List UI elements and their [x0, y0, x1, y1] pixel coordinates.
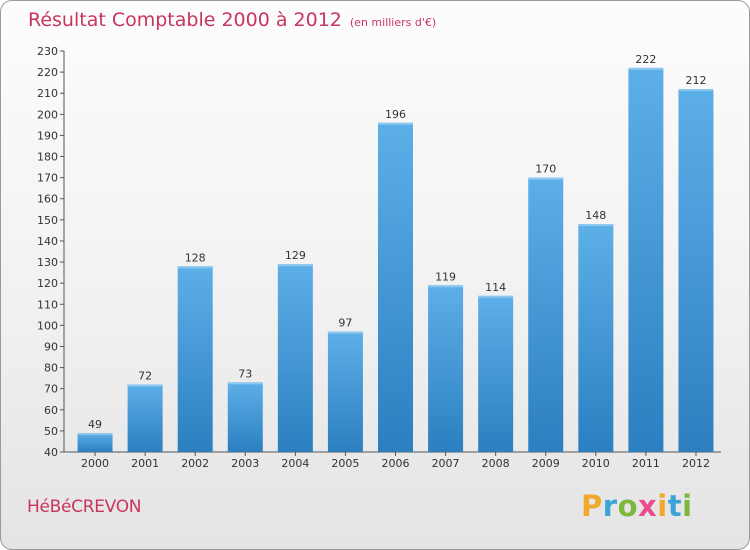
- x-tick-label-2012: 2012: [682, 457, 710, 470]
- data-label-2010: 148: [585, 209, 606, 222]
- y-tick-label: 150: [37, 214, 58, 227]
- title-subtitle: (en milliers d'€): [349, 16, 437, 29]
- y-tick-label: 210: [37, 87, 58, 100]
- bar-highlight-2001: [127, 384, 163, 387]
- data-label-2008: 114: [485, 281, 506, 294]
- bar-highlight-2003: [227, 382, 263, 385]
- data-label-2006: 196: [385, 108, 406, 121]
- y-tick-label: 70: [44, 383, 58, 396]
- bar-2005: [327, 331, 363, 452]
- x-tick-label-2004: 2004: [281, 457, 309, 470]
- logo-letter-x: x: [638, 489, 658, 523]
- y-tick-label: 40: [44, 446, 58, 459]
- y-tick-label: 140: [37, 235, 58, 248]
- data-label-2003: 73: [238, 367, 252, 380]
- y-tick-label: 170: [37, 172, 58, 185]
- bar-2004: [277, 264, 313, 452]
- bar-2011: [628, 67, 664, 452]
- y-tick-label: 160: [37, 193, 58, 206]
- logo-letter-i: i: [657, 489, 668, 523]
- bar-highlight-2006: [378, 122, 413, 125]
- bar-highlight-2005: [327, 331, 363, 334]
- bar-highlight-2002: [177, 266, 213, 269]
- y-tick-label: 60: [44, 404, 58, 417]
- bar-2003: [227, 382, 263, 452]
- y-tick-label: 230: [37, 45, 58, 58]
- logo-letter-r: r: [602, 489, 618, 523]
- bar-highlight-2007: [428, 285, 464, 288]
- y-tick-label: 120: [37, 277, 58, 290]
- data-label-2012: 212: [685, 74, 706, 87]
- bar-highlight-2012: [678, 88, 714, 91]
- bar-2008: [478, 295, 514, 452]
- x-tick-label-2006: 2006: [382, 457, 410, 470]
- bar-2009: [528, 177, 564, 452]
- bar-2010: [578, 224, 614, 452]
- bar-2000: [77, 433, 113, 452]
- y-tick-label: 50: [44, 425, 58, 438]
- x-tick-label-2003: 2003: [231, 457, 259, 470]
- bar-2007: [428, 285, 464, 452]
- data-label-2009: 170: [535, 163, 556, 176]
- commune-name: HéBéCREVON: [27, 497, 142, 517]
- y-tick-label: 130: [37, 256, 58, 269]
- bar-2006: [378, 122, 413, 452]
- data-labels: 49 72 128 73 129 97 196 119 114 170 148 222 212: [88, 53, 706, 431]
- data-label-2007: 119: [435, 270, 456, 283]
- data-label-2000: 49: [88, 418, 102, 431]
- logo-letter-t: t: [667, 489, 683, 523]
- data-label-2011: 222: [635, 53, 656, 66]
- bar-highlight-2008: [478, 295, 514, 298]
- data-label-2002: 128: [185, 251, 206, 264]
- data-label-2001: 72: [138, 369, 152, 382]
- data-label-2005: 97: [338, 317, 352, 330]
- x-tick-label-2008: 2008: [482, 457, 510, 470]
- bar-2012: [678, 88, 714, 452]
- logo-letter-i2: i: [682, 489, 693, 523]
- bars: [77, 67, 714, 452]
- bar-2001: [127, 384, 163, 452]
- proxiti-logo[interactable]: Proxiti: [581, 489, 693, 523]
- bar-highlight-2000: [77, 433, 113, 436]
- logo-letter-o: o: [617, 489, 639, 523]
- x-tick-label-2005: 2005: [331, 457, 359, 470]
- x-axis: 2000 2001 2002 2003 2004 2005 2006 2007 2008 2009…: [81, 452, 710, 470]
- chart-title: Résultat Comptable 2000 à 2012 (en millie…: [28, 9, 436, 31]
- y-tick-label: 200: [37, 108, 58, 121]
- x-tick-label-2001: 2001: [131, 457, 159, 470]
- x-tick-label-2011: 2011: [632, 457, 660, 470]
- y-tick-label: 80: [44, 362, 58, 375]
- data-label-2004: 129: [285, 249, 306, 262]
- y-tick-label: 100: [37, 319, 58, 332]
- logo-letter-p: P: [581, 489, 603, 523]
- bar-highlight-2010: [578, 224, 614, 227]
- y-tick-label: 220: [37, 66, 58, 79]
- x-tick-label-2007: 2007: [432, 457, 460, 470]
- bar-highlight-2009: [528, 177, 564, 180]
- bar-highlight-2004: [277, 264, 313, 267]
- title-main: Résultat Comptable 2000 à 2012: [28, 9, 342, 31]
- y-tick-label: 190: [37, 129, 58, 142]
- y-tick-label: 110: [37, 298, 58, 311]
- x-tick-label-2002: 2002: [181, 457, 209, 470]
- bar-2002: [177, 266, 213, 452]
- bar-highlight-2011: [628, 67, 664, 70]
- x-tick-label-2000: 2000: [81, 457, 109, 470]
- y-tick-label: 90: [44, 340, 58, 353]
- x-tick-label-2009: 2009: [532, 457, 560, 470]
- y-tick-label: 180: [37, 151, 58, 164]
- x-tick-label-2010: 2010: [582, 457, 610, 470]
